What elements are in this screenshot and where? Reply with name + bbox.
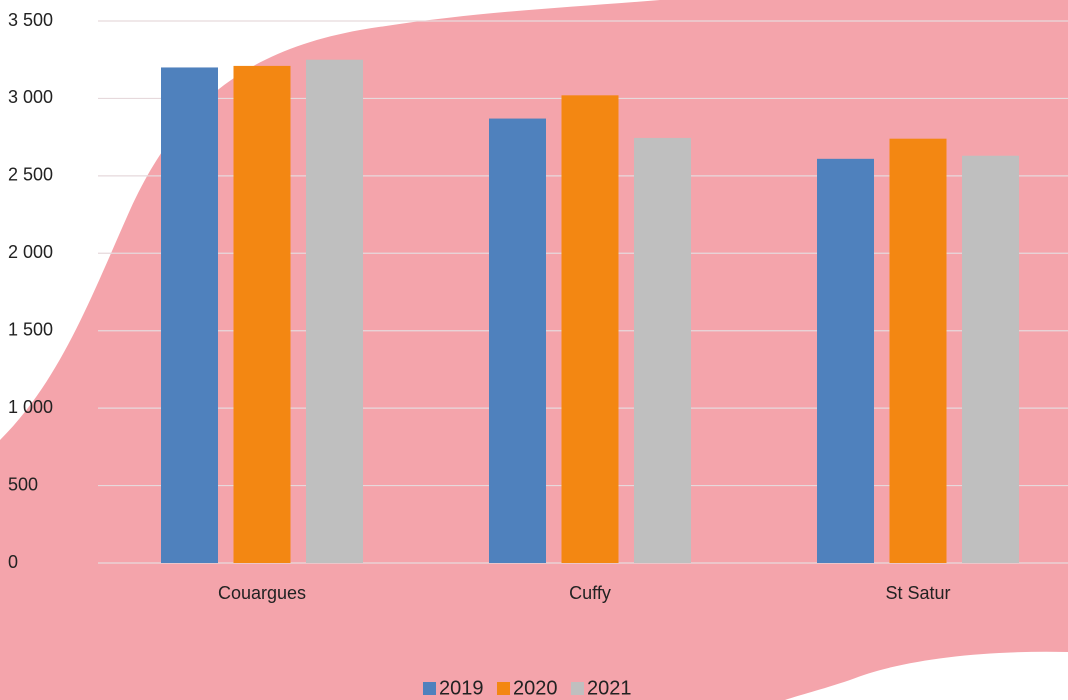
legend-swatch [571,682,584,695]
x-tick-label: Cuffy [569,583,611,603]
x-tick-label: St Satur [885,583,950,603]
bar [634,138,691,563]
bar [489,119,546,563]
y-tick-label: 0 [8,552,18,572]
legend-swatch [497,682,510,695]
bar [817,159,874,563]
chart: 0 500 1 000 1 500 2 000 2 500 3 000 3 500 Couarg… [0,0,1068,700]
legend-label: 2021 [587,677,632,699]
bar [562,95,619,563]
bar [306,60,363,563]
y-tick-label: 500 [8,474,38,494]
y-tick-label: 2 500 [8,165,53,185]
bar [962,156,1019,563]
bar [234,66,291,563]
legend-label: 2019 [439,677,484,699]
y-tick-label: 3 000 [8,87,53,107]
page: {"chart_data": {"type": "bar", "categori… [0,0,1068,700]
legend-label: 2020 [513,677,558,699]
y-tick-label: 1 000 [8,397,53,417]
bar [890,139,947,563]
x-tick-label: Couargues [218,583,306,603]
y-tick-label: 1 500 [8,319,53,339]
legend-swatch [423,682,436,695]
bar [161,67,218,563]
y-tick-label: 3 500 [8,10,53,30]
y-tick-label: 2 000 [8,242,53,262]
